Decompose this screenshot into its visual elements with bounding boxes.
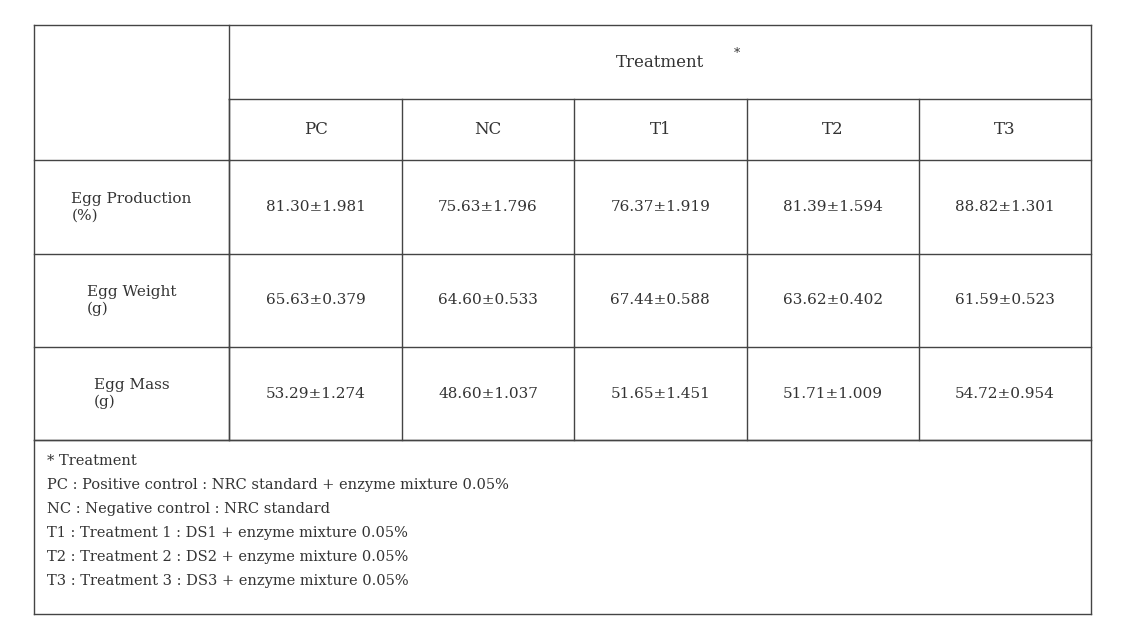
Text: 88.82±1.301: 88.82±1.301 (955, 200, 1055, 214)
Text: * Treatment: * Treatment (47, 454, 137, 467)
Text: T1: T1 (649, 122, 672, 139)
Text: 64.60±0.533: 64.60±0.533 (438, 294, 538, 307)
Text: Egg Mass
(g): Egg Mass (g) (93, 379, 170, 409)
Text: NC: NC (475, 122, 502, 139)
Text: 81.39±1.594: 81.39±1.594 (783, 200, 883, 214)
Text: T2: T2 (822, 122, 844, 139)
Text: T2 : Treatment 2 : DS2 + enzyme mixture 0.05%: T2 : Treatment 2 : DS2 + enzyme mixture … (47, 550, 408, 564)
Text: 81.30±1.981: 81.30±1.981 (266, 200, 366, 214)
Text: 63.62±0.402: 63.62±0.402 (783, 294, 883, 307)
Text: Treatment: Treatment (616, 54, 704, 71)
Text: PC: PC (304, 122, 327, 139)
Text: 48.60±1.037: 48.60±1.037 (438, 387, 538, 401)
Text: Egg Production
(%): Egg Production (%) (71, 192, 191, 222)
Text: *: * (734, 47, 740, 60)
Text: T3: T3 (994, 122, 1016, 139)
Text: 54.72±0.954: 54.72±0.954 (955, 387, 1055, 401)
Text: NC : Negative control : NRC standard: NC : Negative control : NRC standard (47, 502, 331, 516)
Text: T1 : Treatment 1 : DS1 + enzyme mixture 0.05%: T1 : Treatment 1 : DS1 + enzyme mixture … (47, 526, 408, 540)
Text: Egg Weight
(g): Egg Weight (g) (87, 285, 177, 316)
Text: 61.59±0.523: 61.59±0.523 (955, 294, 1055, 307)
Text: PC : Positive control : NRC standard + enzyme mixture 0.05%: PC : Positive control : NRC standard + e… (47, 478, 510, 492)
Text: 75.63±1.796: 75.63±1.796 (438, 200, 538, 214)
Text: 76.37±1.919: 76.37±1.919 (611, 200, 710, 214)
Text: 67.44±0.588: 67.44±0.588 (611, 294, 710, 307)
Text: 51.71±1.009: 51.71±1.009 (783, 387, 883, 401)
Text: T3 : Treatment 3 : DS3 + enzyme mixture 0.05%: T3 : Treatment 3 : DS3 + enzyme mixture … (47, 575, 408, 588)
Text: 53.29±1.274: 53.29±1.274 (266, 387, 366, 401)
Text: 51.65±1.451: 51.65±1.451 (611, 387, 710, 401)
Text: 65.63±0.379: 65.63±0.379 (266, 294, 366, 307)
